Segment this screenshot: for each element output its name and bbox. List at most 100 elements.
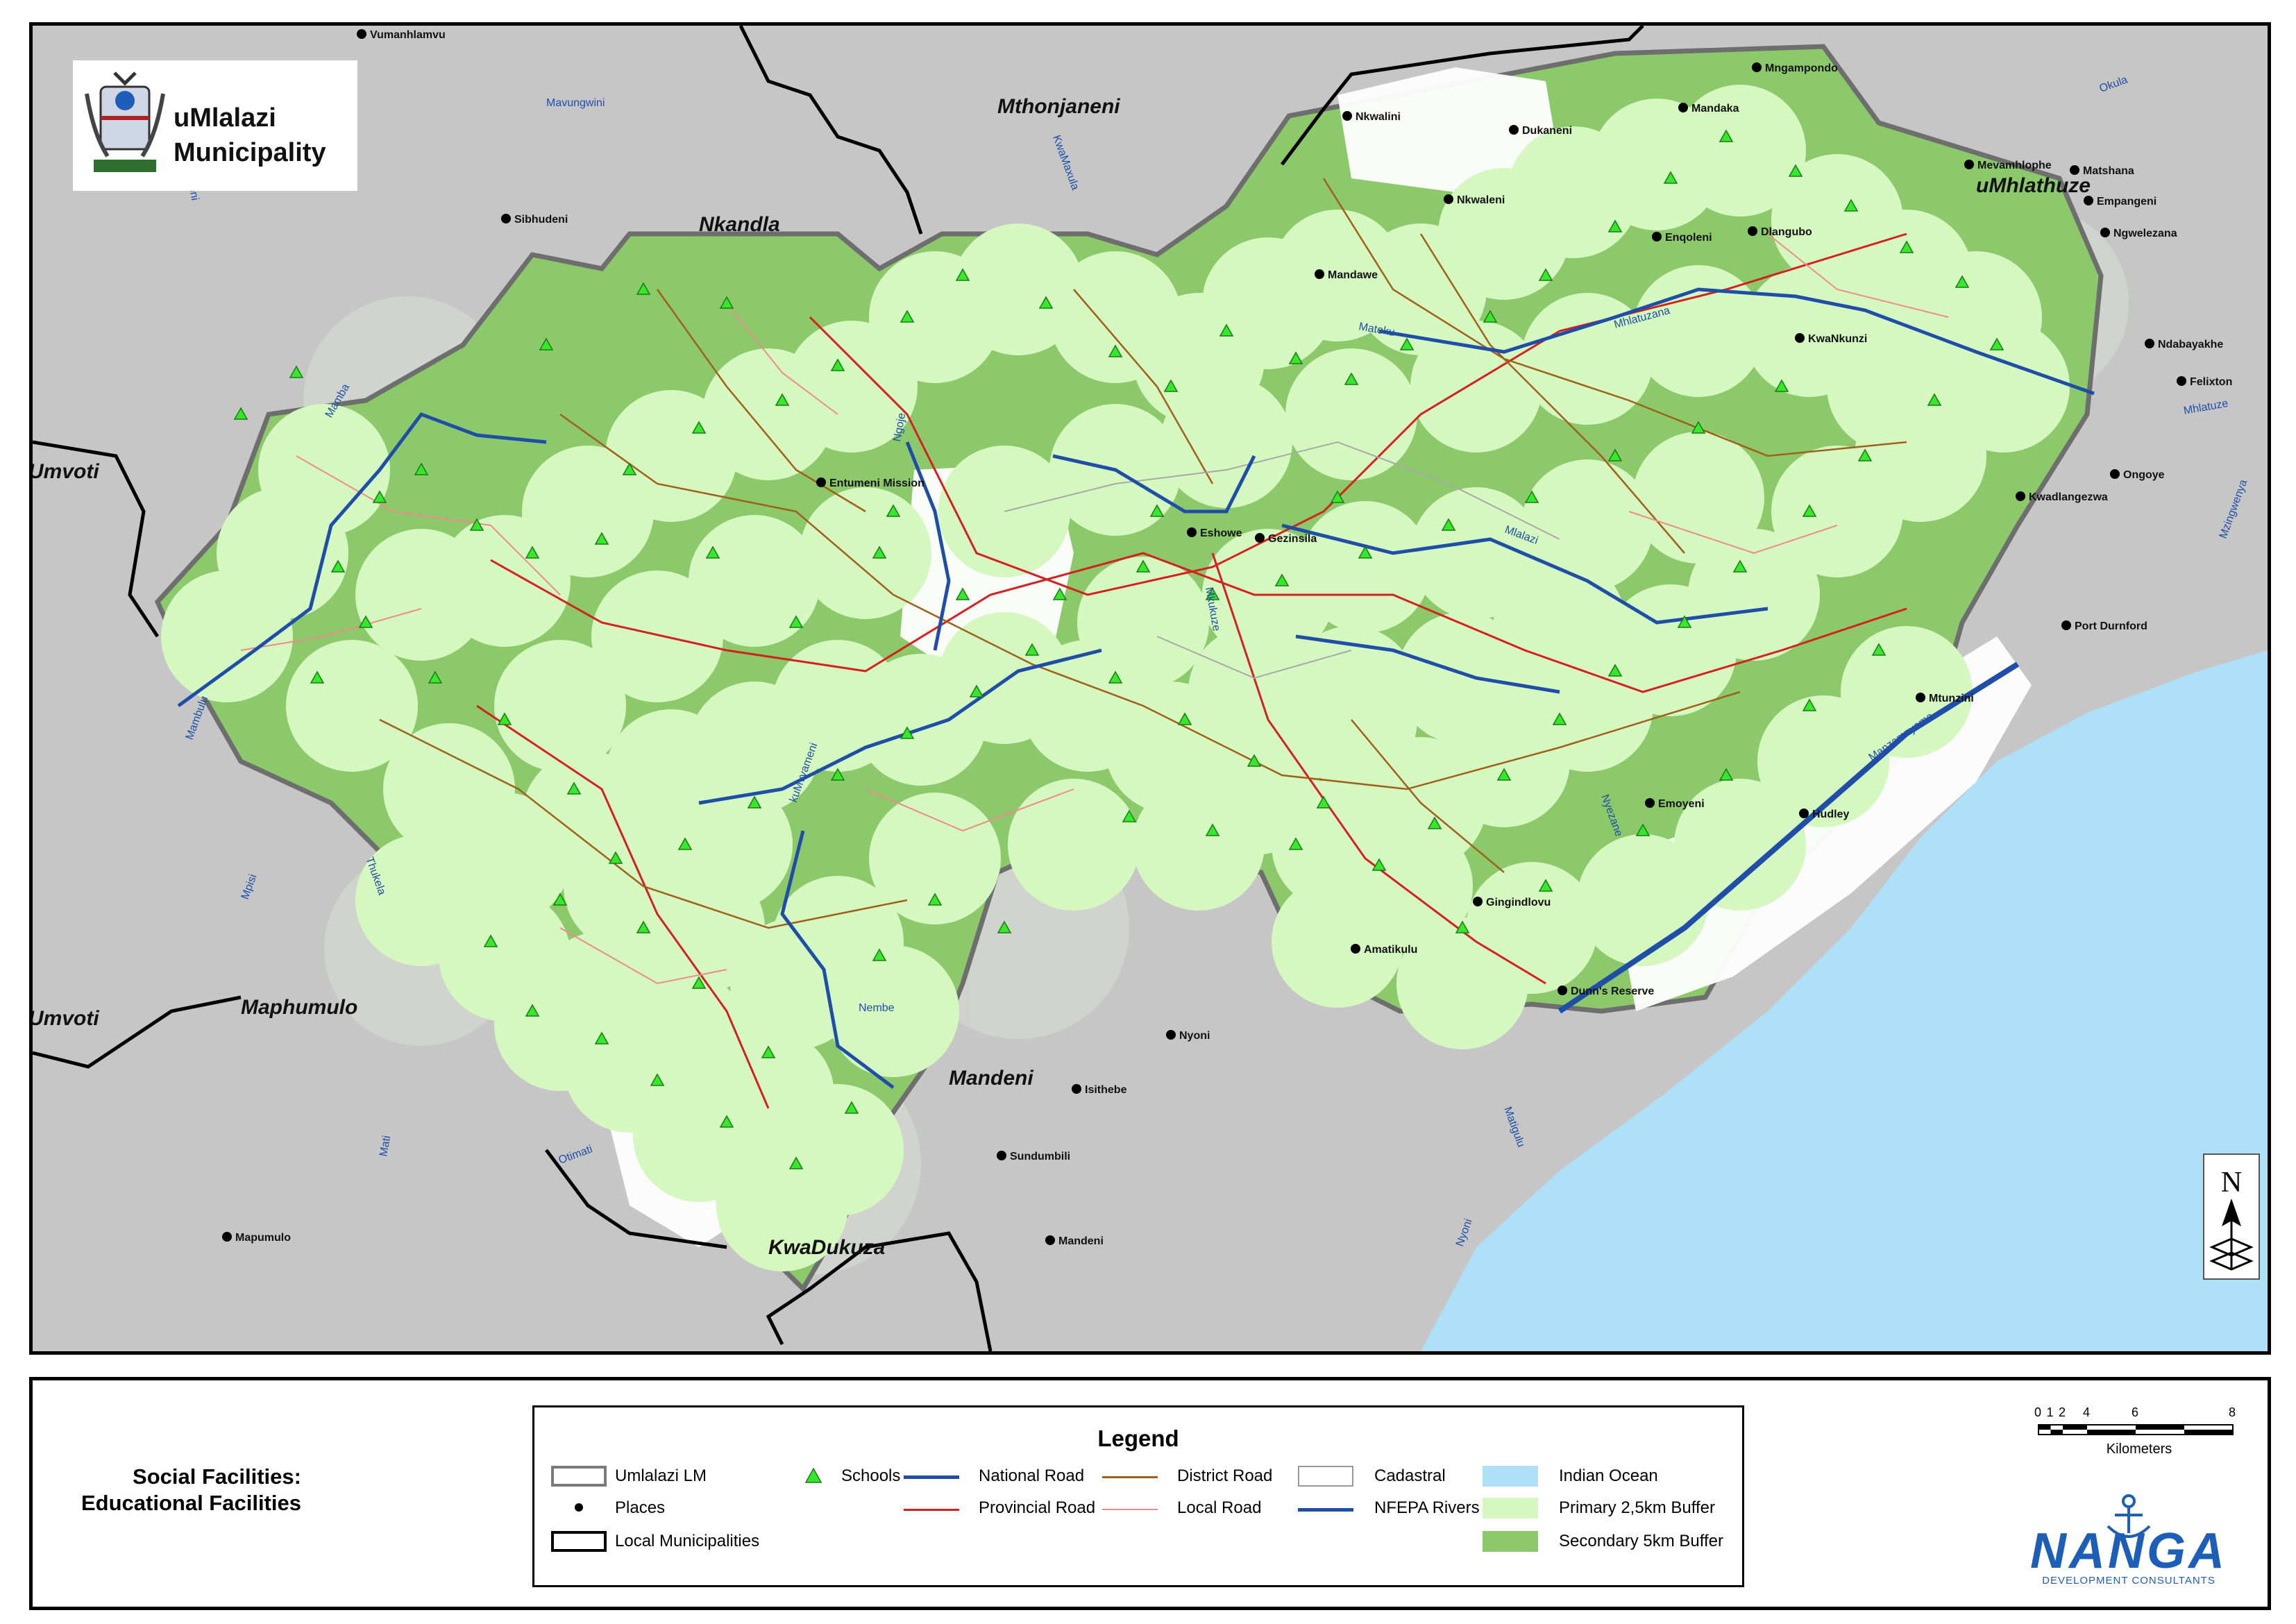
schools-layer <box>233 129 2004 1169</box>
place-label: Entumeni Mission <box>829 477 925 489</box>
school-marker <box>1496 768 1512 781</box>
school-marker <box>1108 670 1123 684</box>
school-marker <box>1108 344 1123 357</box>
nanga-anchor-icon <box>2107 1494 2151 1538</box>
school-marker <box>719 1115 734 1128</box>
school-marker <box>1205 823 1220 836</box>
place-label: Gingindlovu <box>1486 897 1551 908</box>
school-marker <box>927 893 943 906</box>
school-marker <box>636 920 651 933</box>
map-frame[interactable]: Vumanhlamvu Sibhudeni Nkwalini Dukaneni Mnga… <box>29 22 2271 1355</box>
school-marker <box>830 358 845 371</box>
legend-local-road-label: Local Road <box>1177 1498 1262 1517</box>
place-marker: Mngampondo <box>1752 62 1838 74</box>
scale-tick-label: 6 <box>2132 1405 2139 1419</box>
primary-buffer-circle <box>1632 265 1764 397</box>
place-label: Ndabayakhe <box>2158 339 2223 350</box>
school-marker <box>775 393 790 406</box>
school-marker <box>691 976 707 989</box>
school-marker <box>1843 198 1859 212</box>
school-marker <box>900 726 915 739</box>
primary-buffer-circle <box>383 723 515 855</box>
school-marker <box>719 296 734 309</box>
place-label: Nkwalini <box>1356 111 1401 123</box>
place-label: Amatikulu <box>1364 944 1417 956</box>
school-marker <box>539 337 554 350</box>
primary-buffer-circle <box>1521 293 1653 425</box>
scale-unit-label: Kilometers <box>2106 1441 2172 1457</box>
school-marker <box>1122 809 1137 822</box>
nfepa-rivers <box>177 287 2095 1089</box>
school-marker <box>483 934 498 947</box>
school-marker <box>497 712 512 725</box>
municipality-logo-box: uMlalazi Municipality <box>73 60 357 191</box>
legend-places-label: Places <box>615 1498 666 1517</box>
primary-buffer-circle <box>1285 348 1417 480</box>
school-marker <box>289 365 304 378</box>
school-marker <box>525 545 540 559</box>
primary-buffer-circle <box>1771 446 1903 577</box>
school-marker <box>1607 219 1623 232</box>
school-marker <box>1802 504 1817 517</box>
primary-buffer-circle <box>730 917 862 1049</box>
local-municipality-boundaries <box>33 26 1644 1351</box>
school-marker <box>1607 663 1623 677</box>
north-label: N <box>2221 1167 2242 1199</box>
place-marker: Nkwalini <box>1342 111 1401 123</box>
place-label: Kwadlangezwa <box>2029 491 2108 503</box>
school-marker <box>1219 323 1234 337</box>
region-label: Nkandla <box>699 213 780 236</box>
nanga-logo: NANGA DEVELOPMENT CONSULTANTS <box>2011 1491 2247 1589</box>
scale-tick-label: 2 <box>2059 1405 2066 1419</box>
school-marker <box>1288 837 1303 850</box>
school-marker <box>788 615 804 628</box>
school-marker <box>1719 768 1734 781</box>
school-marker <box>1538 879 1553 892</box>
place-label: Hudley <box>1812 809 1849 820</box>
legend-local-municipalities-label: Local Municipalities <box>615 1532 760 1550</box>
place-marker: Ndabayakhe <box>2145 339 2223 350</box>
place-label: Empangeni <box>2097 196 2156 208</box>
school-marker <box>1136 559 1151 573</box>
place-marker: Felixton <box>2177 376 2232 388</box>
scale-tick-label: 1 <box>2046 1405 2054 1419</box>
legend-nfepa-rivers-swatch <box>1298 1508 1353 1512</box>
place-marker: Sibhudeni <box>501 214 568 226</box>
place-marker: Kwadlangezwa <box>2016 491 2108 503</box>
legend-cadastral-swatch <box>1298 1466 1353 1487</box>
school-marker <box>788 1156 804 1169</box>
school-marker <box>1955 275 1970 288</box>
school-marker <box>1288 351 1303 364</box>
school-marker <box>830 768 845 781</box>
place-marker: Dukaneni <box>1509 125 1572 137</box>
place-label: Gezinsila <box>1268 533 1317 545</box>
school-marker <box>1399 337 1415 350</box>
legend-schools-swatch <box>805 1467 822 1483</box>
place-marker: Isithebe <box>1072 1084 1127 1096</box>
scale-tick-label: 0 <box>2034 1405 2042 1419</box>
map-canvas[interactable]: Vumanhlamvu Sibhudeni Nkwalini Dukaneni Mnga… <box>33 26 2268 1351</box>
school-marker <box>1538 268 1553 281</box>
coat-of-arms-icon <box>85 71 165 172</box>
school-marker <box>1899 240 1914 253</box>
map-title-line2: Educational Facilities <box>81 1491 301 1515</box>
nanga-tagline: DEVELOPMENT CONSULTANTS <box>2042 1575 2215 1587</box>
scale-tick-label: 8 <box>2229 1405 2236 1419</box>
legend-indian-ocean-swatch <box>1483 1466 1538 1487</box>
school-marker <box>1719 129 1734 142</box>
legend-district-road-label: District Road <box>1177 1466 1273 1485</box>
legend-local-road-swatch <box>1102 1509 1158 1510</box>
school-marker <box>1205 587 1220 600</box>
school-marker <box>1483 310 1498 323</box>
municipality-name-line1: uMlalazi <box>174 103 276 133</box>
school-marker <box>469 518 484 531</box>
school-marker <box>1732 559 1748 573</box>
school-marker <box>1774 379 1789 392</box>
place-label: Vumanhlamvu <box>370 29 446 41</box>
road-network <box>240 178 2020 1109</box>
school-marker <box>358 615 373 628</box>
school-marker <box>969 684 984 697</box>
river-label: Nembe <box>859 1002 895 1014</box>
legend-indian-ocean-label: Indian Ocean <box>1559 1466 1658 1485</box>
